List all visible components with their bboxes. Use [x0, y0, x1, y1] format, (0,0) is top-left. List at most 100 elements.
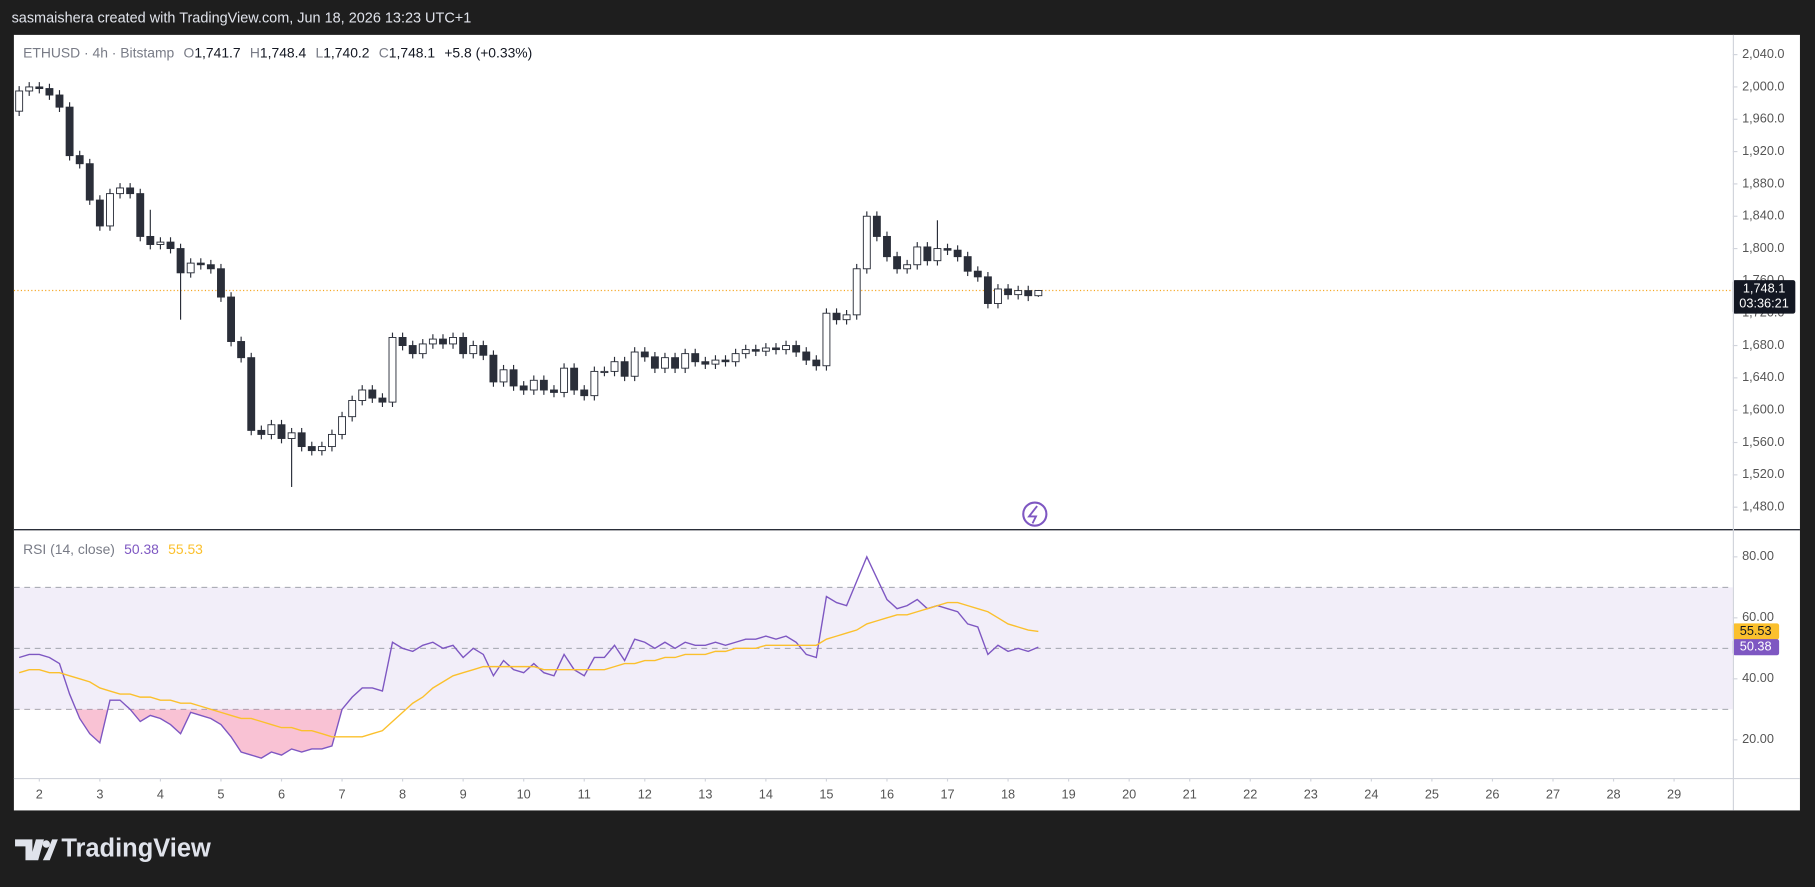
legend-letter: L [315, 44, 323, 60]
candle-body [701, 361, 710, 365]
candle-body [782, 345, 790, 351]
candle-body [408, 345, 417, 355]
x-tick-label: 15 [819, 787, 833, 802]
rsi-line [18, 601, 1039, 738]
candle-body [439, 338, 447, 345]
brand-logo [15, 839, 58, 861]
candle-body [449, 337, 457, 345]
candle-body [75, 155, 84, 165]
candle-body [600, 370, 609, 374]
candle-body [317, 446, 326, 452]
candle-body [348, 400, 357, 418]
candle-body [550, 389, 558, 393]
candle-body [751, 349, 760, 352]
y-tick-label: 1,520.0 [1742, 466, 1784, 481]
x-tick-label: 27 [1546, 787, 1560, 802]
candle-body [539, 379, 548, 391]
candle-body [640, 351, 649, 358]
candle-body [237, 341, 246, 359]
candle-body [1034, 290, 1043, 297]
candle-body [459, 337, 468, 355]
value-tag-label: 50.38 [1740, 639, 1772, 654]
candle-body [994, 288, 1002, 304]
rsi-ma-value: 55.53 [168, 541, 203, 557]
value-tag-label: 55.53 [1740, 623, 1772, 638]
x-tick-label: 29 [1667, 787, 1681, 802]
y-tick-label: 1,560.0 [1742, 434, 1784, 449]
x-tick-label: 11 [578, 787, 591, 802]
x-tick-label: 5 [217, 787, 224, 802]
candle-body [1024, 290, 1033, 297]
y-tick-label: 1,680.0 [1742, 337, 1784, 352]
candle-body [297, 432, 306, 448]
candle-body [146, 235, 155, 245]
y-tick-label: 1,800.0 [1742, 240, 1784, 255]
y-tick-label: 80.00 [1742, 548, 1774, 563]
candle-body [681, 353, 690, 369]
y-tick-label: 1,960.0 [1742, 111, 1784, 126]
y-tick-label: 60.00 [1742, 609, 1774, 624]
rsi-title: RSI (14, close) [23, 541, 115, 557]
candle-body [378, 397, 387, 403]
candle-body [893, 256, 902, 270]
legend-letter: O [184, 44, 195, 60]
candle-body [963, 256, 972, 272]
candle-body [590, 370, 599, 397]
x-tick-label: 19 [1062, 787, 1076, 802]
candle-body [832, 312, 841, 321]
spark-icon [1022, 501, 1048, 527]
candle-body [65, 106, 74, 157]
x-tick-label: 17 [940, 787, 954, 802]
candle-body [509, 369, 518, 387]
candle-body [529, 379, 538, 391]
x-tick-label: 4 [157, 787, 164, 802]
candle-body [126, 187, 135, 195]
candle-body [691, 353, 700, 363]
candle-body [15, 90, 24, 112]
candle-body [85, 163, 94, 201]
x-tick-label: 16 [880, 787, 894, 802]
x-tick-label: 3 [96, 787, 103, 802]
candle-body [217, 268, 225, 298]
candle-body [307, 446, 316, 452]
candle-body [267, 424, 276, 435]
candle-body [116, 187, 124, 195]
candle-body [883, 235, 891, 258]
candle-body [499, 369, 508, 383]
credit: sasmaishera created with TradingView.com… [12, 11, 472, 27]
candle-body [227, 296, 236, 342]
x-tick-label: 12 [638, 787, 652, 802]
candle-body [852, 268, 861, 316]
candle-body [812, 359, 821, 367]
candle-body [489, 354, 498, 383]
x-tick-label: 18 [1001, 787, 1015, 802]
candle-body [610, 361, 619, 372]
candle-body [328, 433, 336, 448]
x-tick-label: 2 [36, 787, 43, 802]
legend-letter: C [379, 44, 389, 60]
candle-body [338, 416, 346, 435]
x-tick-label: 9 [460, 787, 467, 802]
legend-change: +5.8 (+0.33%) [444, 44, 532, 60]
price-legend: ETHUSD · 4h · Bitstamp O1,741.7 H1,748.4 L1… [23, 44, 532, 60]
candle-body [721, 359, 730, 363]
candle-body [519, 385, 528, 391]
price-tag-label: 1,748.1 [1743, 281, 1785, 296]
x-tick-label: 10 [517, 787, 531, 802]
candle-body [862, 215, 871, 270]
price-tag [1732, 280, 1796, 314]
candle-body [469, 345, 478, 355]
candle-body [479, 345, 488, 356]
candle-body [418, 343, 427, 355]
candle-body [388, 337, 397, 403]
candle-body [206, 264, 215, 270]
symbol: ETHUSD · 4h · Bitstamp [23, 44, 174, 60]
candle-body [166, 241, 175, 250]
x-tick-label: 23 [1304, 787, 1318, 802]
candle-body [55, 94, 64, 108]
candle-body [772, 347, 780, 351]
candle-body [358, 389, 367, 401]
x-tick-label: 7 [339, 787, 346, 802]
chart-area [13, 34, 1800, 811]
